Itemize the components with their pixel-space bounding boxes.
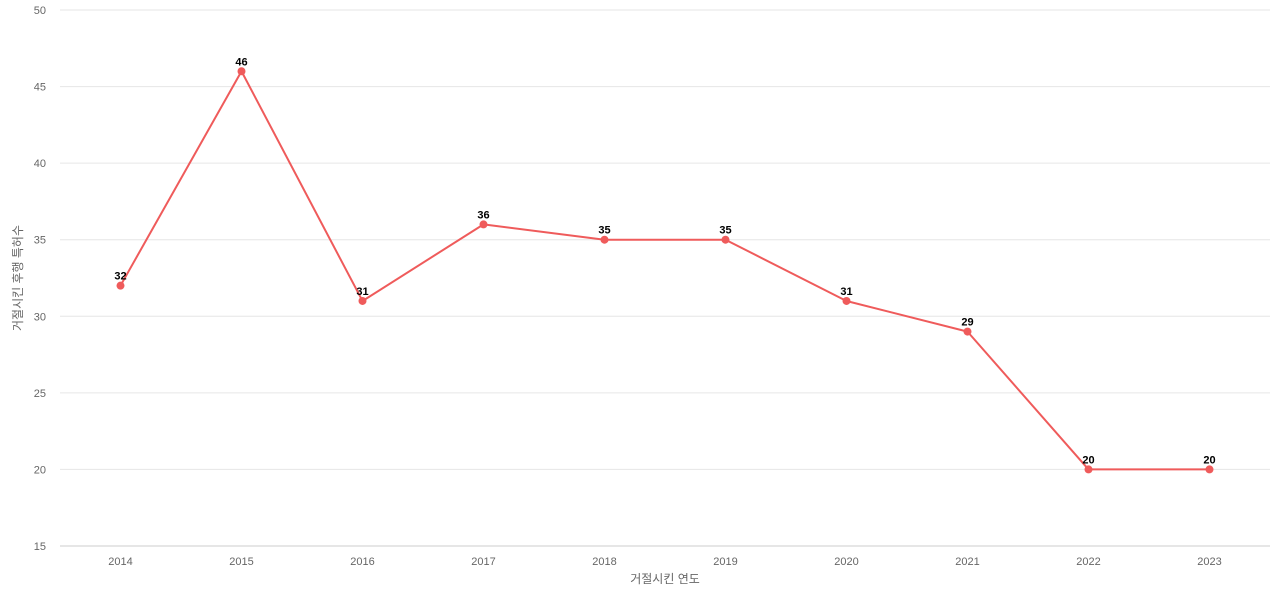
x-axis-title: 거절시킨 연도 [630, 572, 700, 586]
data-point[interactable] [1084, 465, 1093, 474]
x-tick-label: 2021 [955, 556, 979, 568]
x-tick-label: 2018 [592, 556, 616, 568]
y-tick-label: 20 [34, 464, 46, 476]
x-tick-label: 2020 [834, 556, 858, 568]
data-label: 32 [114, 271, 126, 283]
y-tick-label: 40 [34, 158, 46, 170]
data-point[interactable] [479, 220, 488, 229]
data-label: 20 [1203, 454, 1215, 466]
x-tick-label: 2019 [713, 556, 737, 568]
x-tick-label: 2014 [108, 556, 132, 568]
y-tick-label: 45 [34, 82, 46, 94]
data-label: 31 [356, 286, 368, 298]
data-point[interactable] [842, 296, 851, 305]
y-tick-label: 50 [34, 5, 46, 17]
data-label: 35 [719, 225, 731, 237]
data-point[interactable] [721, 235, 730, 244]
data-label: 20 [1082, 454, 1094, 466]
data-labels: 32 46 31 36 35 35 31 29 20 20 [114, 56, 1215, 466]
data-label: 31 [840, 286, 852, 298]
data-point[interactable] [358, 296, 367, 305]
x-tick-label: 2023 [1197, 556, 1221, 568]
x-tick-label: 2017 [471, 556, 495, 568]
data-point[interactable] [116, 281, 125, 290]
data-label: 35 [598, 225, 610, 237]
x-axis-ticks: 2014 2015 2016 2017 2018 2019 2020 2021 2022 2023 [108, 556, 1221, 568]
series-line [119, 70, 1210, 471]
x-tick-label: 2015 [229, 556, 253, 568]
data-point[interactable] [1205, 465, 1214, 474]
series-group [116, 67, 1214, 474]
data-point[interactable] [237, 67, 246, 76]
y-tick-label: 15 [34, 541, 46, 553]
y-tick-label: 35 [34, 235, 46, 247]
x-tick-label: 2016 [350, 556, 374, 568]
data-point[interactable] [963, 327, 972, 336]
y-tick-label: 30 [34, 311, 46, 323]
y-axis-title: 거절시킨 후행 특허수 [10, 225, 25, 331]
y-tick-label: 25 [34, 388, 46, 400]
x-tick-label: 2022 [1076, 556, 1100, 568]
data-point[interactable] [600, 235, 609, 244]
data-label: 46 [235, 56, 247, 68]
y-axis-ticks: 15 20 25 30 35 40 45 50 [34, 5, 46, 553]
data-label: 36 [477, 209, 489, 221]
data-label: 29 [961, 317, 973, 329]
